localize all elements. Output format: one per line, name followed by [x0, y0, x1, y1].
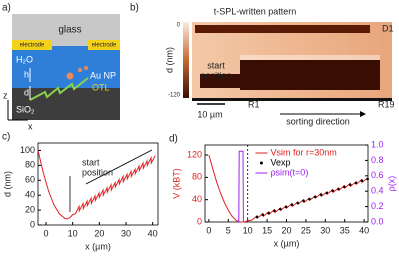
x-tick-label: 0 — [43, 228, 48, 238]
point — [343, 185, 346, 189]
point — [267, 211, 270, 215]
panel-label: b) — [130, 3, 139, 14]
x-tick-label: 40 — [359, 225, 369, 235]
r19-label: R19 — [378, 99, 395, 109]
y2-tick-label: 0.6 — [371, 170, 384, 180]
y-axis-label: V (kBT) — [171, 168, 181, 199]
d-label: d — [24, 87, 29, 97]
point — [331, 189, 334, 193]
annotation: position — [82, 167, 113, 177]
point — [366, 177, 369, 181]
point — [290, 203, 294, 207]
point — [296, 201, 300, 205]
r1-label: R1 — [248, 99, 260, 109]
x-tick-label: 35 — [340, 225, 350, 235]
x-tick-label: 10 — [243, 225, 253, 235]
x-tick-label: 30 — [320, 225, 330, 235]
line — [238, 150, 245, 223]
point — [354, 181, 358, 185]
colorbar-tick: -120 — [168, 93, 181, 99]
glass-label: glass — [58, 25, 81, 36]
scale-label: 10 µm — [197, 109, 222, 119]
x-tick-label: 20 — [281, 225, 291, 235]
point — [348, 183, 352, 186]
legend-label: Vsim for r=30nm — [270, 147, 336, 157]
colorbar-tick: 0 — [177, 23, 181, 29]
schematic — [7, 14, 120, 121]
y-axis-label: d (nm) — [2, 171, 12, 197]
legend-marker — [259, 161, 263, 165]
x-tick-label: 20 — [94, 228, 104, 238]
otl-label: OTL — [92, 82, 110, 92]
start-label: position — [200, 70, 231, 80]
pattern-image — [183, 22, 392, 117]
d1-label: D1 — [382, 23, 394, 33]
y-tick-label: 40 — [25, 190, 35, 200]
point — [261, 213, 265, 217]
y-tick-label: 20 — [25, 204, 35, 214]
y-axis-label: d (nm) — [164, 47, 174, 73]
point — [319, 193, 323, 196]
point — [360, 179, 364, 183]
y2-tick-label: 0.0 — [371, 216, 384, 226]
plot-frame — [37, 142, 159, 226]
axis-label: x — [28, 121, 33, 131]
panel-title: t-SPL-written pattern — [214, 6, 297, 16]
y-tick-label: 80 — [25, 160, 35, 170]
line — [37, 150, 156, 220]
y-tick-label: 120 — [187, 149, 202, 159]
h-label: h — [24, 69, 29, 79]
y-tick-label: 80 — [192, 172, 202, 182]
y2-tick-label: 0.4 — [371, 186, 384, 196]
y2-tick-label: 0.8 — [371, 155, 384, 165]
start-label: start — [207, 60, 225, 70]
y2-tick-label: 0.2 — [371, 201, 384, 211]
water-label: H₂O — [16, 54, 33, 64]
x-tick-label: 25 — [301, 225, 311, 235]
y-tick-label: 60 — [25, 175, 35, 185]
line — [208, 154, 368, 223]
arrow — [85, 149, 153, 185]
annotation: start — [82, 157, 100, 167]
y2-axis-label: ρ(x) — [386, 176, 396, 192]
x-axis-label: x (µm) — [85, 241, 111, 251]
electrode-label: electrode — [20, 43, 45, 49]
point — [273, 209, 276, 213]
legend-label: ρsim(t=0) — [270, 167, 308, 177]
direction-label: sorting direction — [286, 116, 350, 126]
panel-label: a) — [2, 3, 11, 14]
x-tick-label: 15 — [262, 225, 272, 235]
x-axis-label: x (µm) — [274, 238, 300, 248]
x-tick-label: 30 — [121, 228, 131, 238]
x-tick-label: 10 — [68, 228, 78, 238]
x-tick-label: 40 — [148, 228, 158, 238]
point — [313, 195, 317, 199]
point — [325, 191, 329, 195]
y-tick-label: 0 — [197, 216, 202, 226]
legend-label: Vexp — [270, 157, 290, 167]
panel-label: c) — [2, 132, 10, 143]
electrode-label: electrode — [92, 43, 117, 49]
point — [337, 187, 340, 191]
point — [302, 199, 305, 203]
x-tick-label: 5 — [226, 225, 231, 235]
y-tick-label: 100 — [20, 145, 35, 155]
point — [255, 215, 259, 219]
y-tick-label: 40 — [192, 194, 202, 204]
panel-label: d) — [169, 134, 178, 145]
y-tick-label: 0 — [30, 219, 35, 229]
y2-tick-label: 1.0 — [371, 139, 384, 149]
point — [278, 207, 282, 211]
point — [284, 205, 288, 209]
x-tick-label: 0 — [206, 225, 211, 235]
oxide-label: SiO₂ — [16, 104, 35, 114]
particle-label: Au NP — [90, 70, 116, 80]
axis-label: z — [3, 90, 8, 100]
point — [308, 197, 311, 201]
